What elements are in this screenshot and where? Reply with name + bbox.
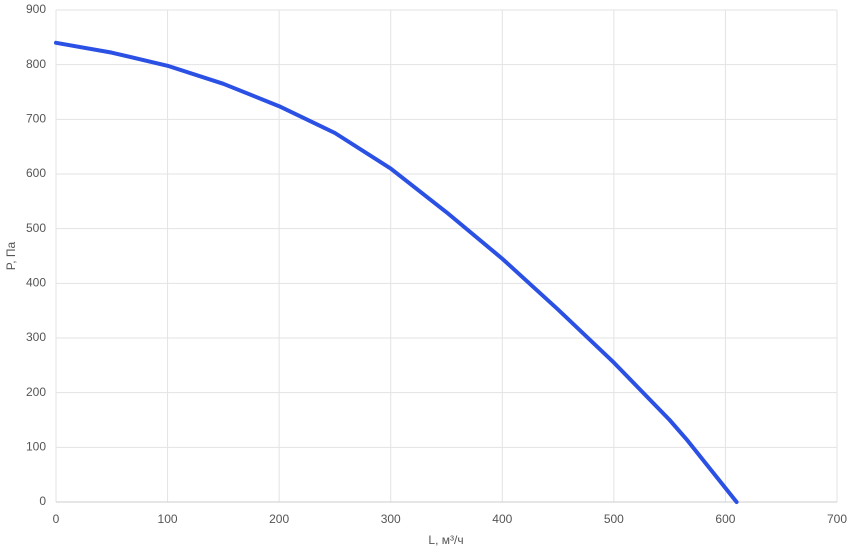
y-tick-label: 0 xyxy=(39,494,46,508)
x-tick-label: 100 xyxy=(158,512,178,526)
x-tick-label: 700 xyxy=(827,512,847,526)
data-line xyxy=(54,40,739,504)
y-tick-label: 900 xyxy=(26,2,46,16)
x-tick-label: 0 xyxy=(53,512,60,526)
y-tick-label: 800 xyxy=(26,57,46,71)
x-tick-label: 500 xyxy=(604,512,624,526)
x-axis-label: L, м³/ч xyxy=(428,533,463,547)
x-tick-label: 200 xyxy=(269,512,289,526)
y-tick-label: 500 xyxy=(26,221,46,235)
y-tick-label: 200 xyxy=(26,385,46,399)
y-tick-label: 700 xyxy=(26,112,46,126)
y-tick-label: 400 xyxy=(26,276,46,290)
y-tick-label: 300 xyxy=(26,330,46,344)
x-tick-label: 600 xyxy=(715,512,735,526)
x-tick-label: 400 xyxy=(492,512,512,526)
y-tick-label: 600 xyxy=(26,166,46,180)
x-tick-label: 300 xyxy=(381,512,401,526)
y-axis-label: P, Па xyxy=(4,241,18,270)
y-tick-label: 100 xyxy=(26,440,46,454)
